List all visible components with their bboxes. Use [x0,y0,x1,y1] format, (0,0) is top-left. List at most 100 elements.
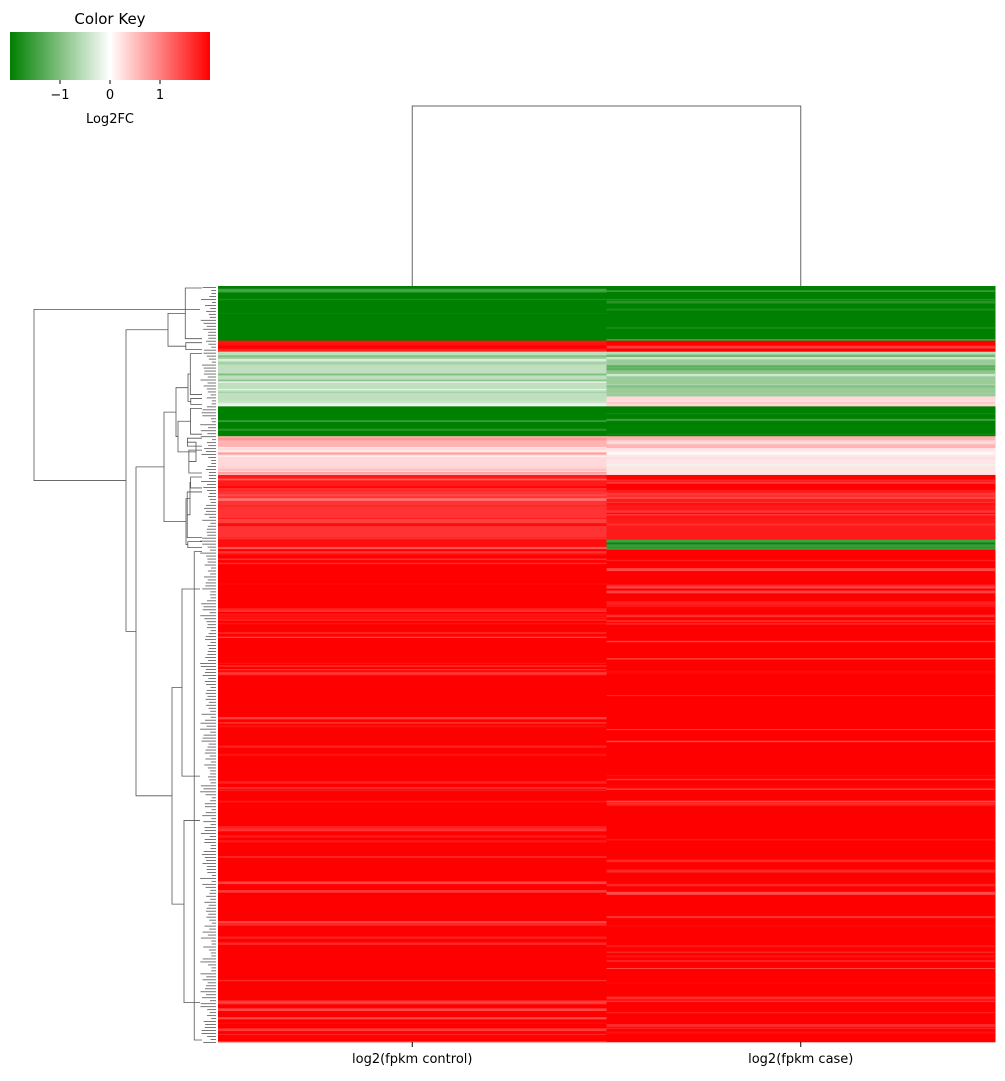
heatmap-row-stripe [606,891,995,894]
heatmap-row-stripe [218,672,607,675]
heatmap-row-stripe [218,608,607,611]
heatmap-row-stripe [606,604,995,608]
heatmap-row-stripe [606,512,995,515]
heatmap-row-stripe [218,1026,607,1028]
heatmap-row-stripe [218,800,607,804]
heatmap-row-stripe [606,970,995,974]
heatmap-row-stripe [606,643,995,647]
heatmap-row-stripe [606,457,995,460]
heatmap-row-stripe [606,928,995,930]
heatmap-row-stripe [218,963,607,966]
heatmap-row-stripe [218,943,607,945]
color-key: Color Key −1 0 1 Log2FC [10,10,210,127]
heatmap-row-stripe [606,1035,995,1039]
heatmap-row-stripe [218,288,607,292]
heatmap-row-stripe [606,464,995,466]
heatmap-row-stripe [218,599,607,601]
heatmap-row-stripe [606,623,995,625]
heatmap-row-stripe [218,518,607,520]
heatmap-row-stripe [218,434,607,437]
heatmap-row-stripe [218,745,607,748]
heatmap-row-stripe [606,1005,995,1008]
heatmap-cell-block [218,340,607,352]
heatmap-row-stripe [606,658,995,660]
heatmap-row-stripe [606,308,995,311]
heatmap-row-stripe [606,575,995,577]
heatmap-row-stripe [606,759,995,763]
heatmap-row-stripe [606,883,995,887]
heatmap-row-stripe [218,446,607,449]
heatmap-row-stripe [218,488,607,490]
heatmap-row-stripe [218,897,607,899]
heatmap-row-stripe [218,358,607,361]
heatmap-row-stripe [218,618,607,621]
heatmap-row-stripe [218,927,607,929]
heatmap-row-stripe [218,661,607,664]
heatmap-row-stripe [606,894,995,898]
heatmap-row-stripe [218,925,607,928]
heatmap-row-stripe [218,748,607,751]
row-dendrogram [33,287,216,1043]
heatmap-row-stripe [606,1024,995,1027]
heatmap-row-stripe [218,783,607,786]
heatmap-cell-block [218,539,607,550]
heatmap-row-stripe [606,418,995,421]
row-dendrogram-cluster [189,353,202,395]
heatmap-row-stripe [218,391,607,393]
row-dendrogram-link [181,588,200,777]
heatmap-row-stripe [606,982,995,984]
heatmap-row-stripe [218,890,607,893]
heatmap-row-stripe [606,859,995,863]
heatmap-row-stripe [606,290,995,292]
heatmap-row-stripe [606,614,995,618]
heatmap-row-stripe [606,428,995,431]
heatmap-row-stripe [218,877,607,879]
heatmap-row-stripe [218,1029,607,1031]
heatmap-row-stripe [218,828,607,832]
heatmap-row-stripe [218,473,607,476]
heatmap-cell-block [606,549,996,1043]
heatmap-row-stripe [606,695,995,697]
heatmap-row-stripe [606,960,995,962]
heatmap-row-stripe [218,894,607,896]
heatmap-row-stripe [606,1000,995,1003]
heatmap-row-stripe [606,373,995,377]
color-key-tick-label: 1 [156,88,164,103]
heatmap-row-stripe [218,417,607,421]
heatmap-row-stripe [606,1026,995,1028]
heatmap-row-stripe [218,312,607,315]
color-key-title: Color Key [74,10,145,28]
heatmap-row-stripe [606,392,995,395]
heatmap-row-stripe [606,321,995,324]
heatmap-row-stripe [606,451,995,455]
heatmap-row-stripe [606,502,995,505]
heatmap-row-stripe [606,620,995,623]
heatmap-row-stripe [606,802,995,806]
heatmap-row-stripe [606,1008,995,1010]
heatmap-row-stripe [218,339,607,342]
row-dendrogram-link [167,312,186,347]
heatmap-row-stripe [218,979,607,982]
column-dendrogram-link [411,105,802,286]
heatmap-row-stripe [606,1002,995,1004]
heatmap-row-stripe [218,921,607,924]
heatmap-row-stripe [606,310,995,313]
row-dendrogram-cluster [187,541,202,549]
heatmap-row-stripe [606,1032,995,1034]
column-label: log2(fpkm case) [748,1052,853,1067]
heatmap-row-stripe [606,807,995,809]
heatmap-row-stripe [606,955,995,958]
row-dendrogram-link [163,411,186,523]
heatmap-row-stripe [218,872,607,875]
heatmap-row-stripe [606,413,995,416]
heatmap-row-stripe [606,440,995,443]
heatmap-row-stripe [606,642,995,645]
heatmap-row-stripe [606,287,995,290]
heatmap-row-stripe [606,484,995,486]
heatmap-row-stripe [218,693,607,696]
heatmap-row-stripe [218,826,607,829]
heatmap-row-stripe [218,486,607,489]
heatmap-row-stripe [218,455,607,458]
heatmap-row-stripe [218,553,607,556]
